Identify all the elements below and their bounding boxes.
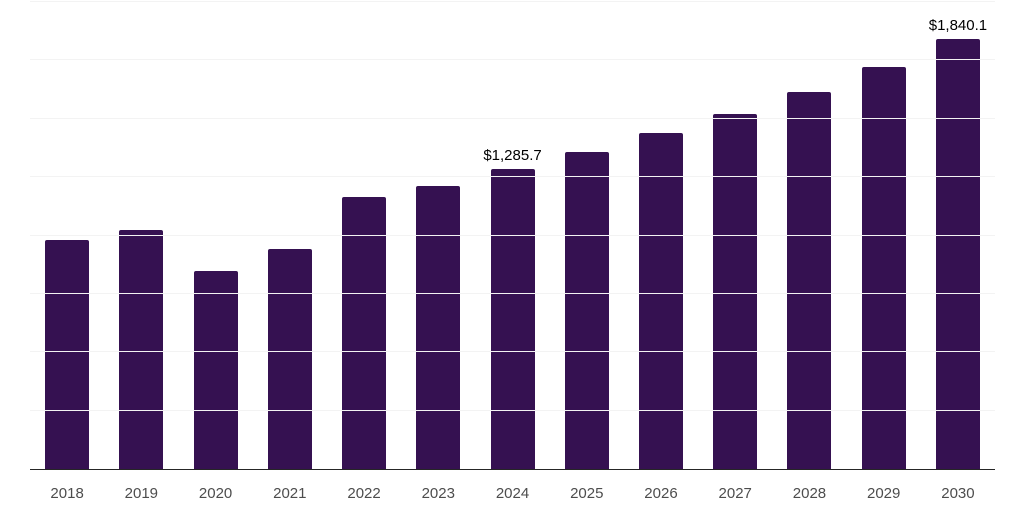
bar-2023: [416, 185, 461, 469]
bar-2019: [119, 229, 164, 469]
bar-slot-2030: $1,840.1: [921, 2, 995, 469]
x-tick-label-2023: 2023: [421, 485, 455, 502]
bar-slot-2023: [401, 2, 475, 469]
bar-slot-2025: [550, 2, 624, 469]
bar-slot-2028: [772, 2, 846, 469]
bar-2028: [787, 92, 832, 469]
bar-slot-2024: $1,285.7: [475, 2, 549, 469]
gridline: [30, 409, 995, 411]
x-axis-labels: 2018 2019 2020 2021 2022 2023 2024 2025 2026 2027…: [30, 485, 995, 503]
gridline: [30, 59, 995, 61]
x-tick-label-2024: 2024: [495, 485, 530, 502]
bar-slot-2027: [698, 2, 772, 469]
bars-container: $1,285.7 $1,840.1: [30, 2, 995, 469]
x-tick-label-2019: 2019: [124, 485, 159, 502]
bar-slot-2021: [253, 2, 327, 469]
gridline: [30, 234, 995, 236]
gridline: [30, 117, 995, 119]
x-tick-label-2026: 2026: [644, 485, 678, 502]
x-tick-label-2027: 2027: [718, 485, 752, 502]
plot-area: $1,285.7 $1,840.1: [30, 1, 995, 470]
gridline: [30, 176, 995, 178]
bar-2020: [193, 271, 238, 469]
x-tick-label-2028: 2028: [792, 485, 827, 502]
bar-2030: $1,840.1: [929, 17, 987, 469]
x-tick-label-2020: 2020: [198, 485, 233, 502]
bar-slot-2018: [30, 2, 104, 469]
x-tick-label-2021: 2021: [273, 485, 307, 502]
gridline: [30, 351, 995, 353]
bar-slot-2029: [847, 2, 921, 469]
bar-2024: $1,285.7: [483, 147, 542, 469]
bar-slot-2022: [327, 2, 401, 469]
bar-slot-2019: [104, 2, 178, 469]
x-tick-label-2025: 2025: [570, 485, 604, 502]
bar-2022: [342, 197, 387, 469]
gridline: [30, 1, 995, 2]
bar-2025: [564, 152, 609, 469]
bar-slot-2020: [178, 2, 252, 469]
bar-2027: [713, 113, 758, 469]
x-tick-label-2018: 2018: [50, 485, 84, 502]
x-tick-label-2022: 2022: [347, 485, 381, 502]
bar-2018: [45, 239, 90, 469]
bar-2021: [267, 249, 312, 469]
bar-slot-2026: [624, 2, 698, 469]
bar-value-label-2030: $1,840.1: [928, 17, 988, 35]
bar-2026: [638, 132, 683, 469]
x-tick-label-2029: 2029: [867, 485, 901, 502]
bar-2029: [861, 66, 906, 469]
gridline: [30, 292, 995, 294]
bar-value-label-2024: $1,285.7: [483, 146, 542, 164]
x-tick-label-2030: 2030: [941, 485, 975, 502]
